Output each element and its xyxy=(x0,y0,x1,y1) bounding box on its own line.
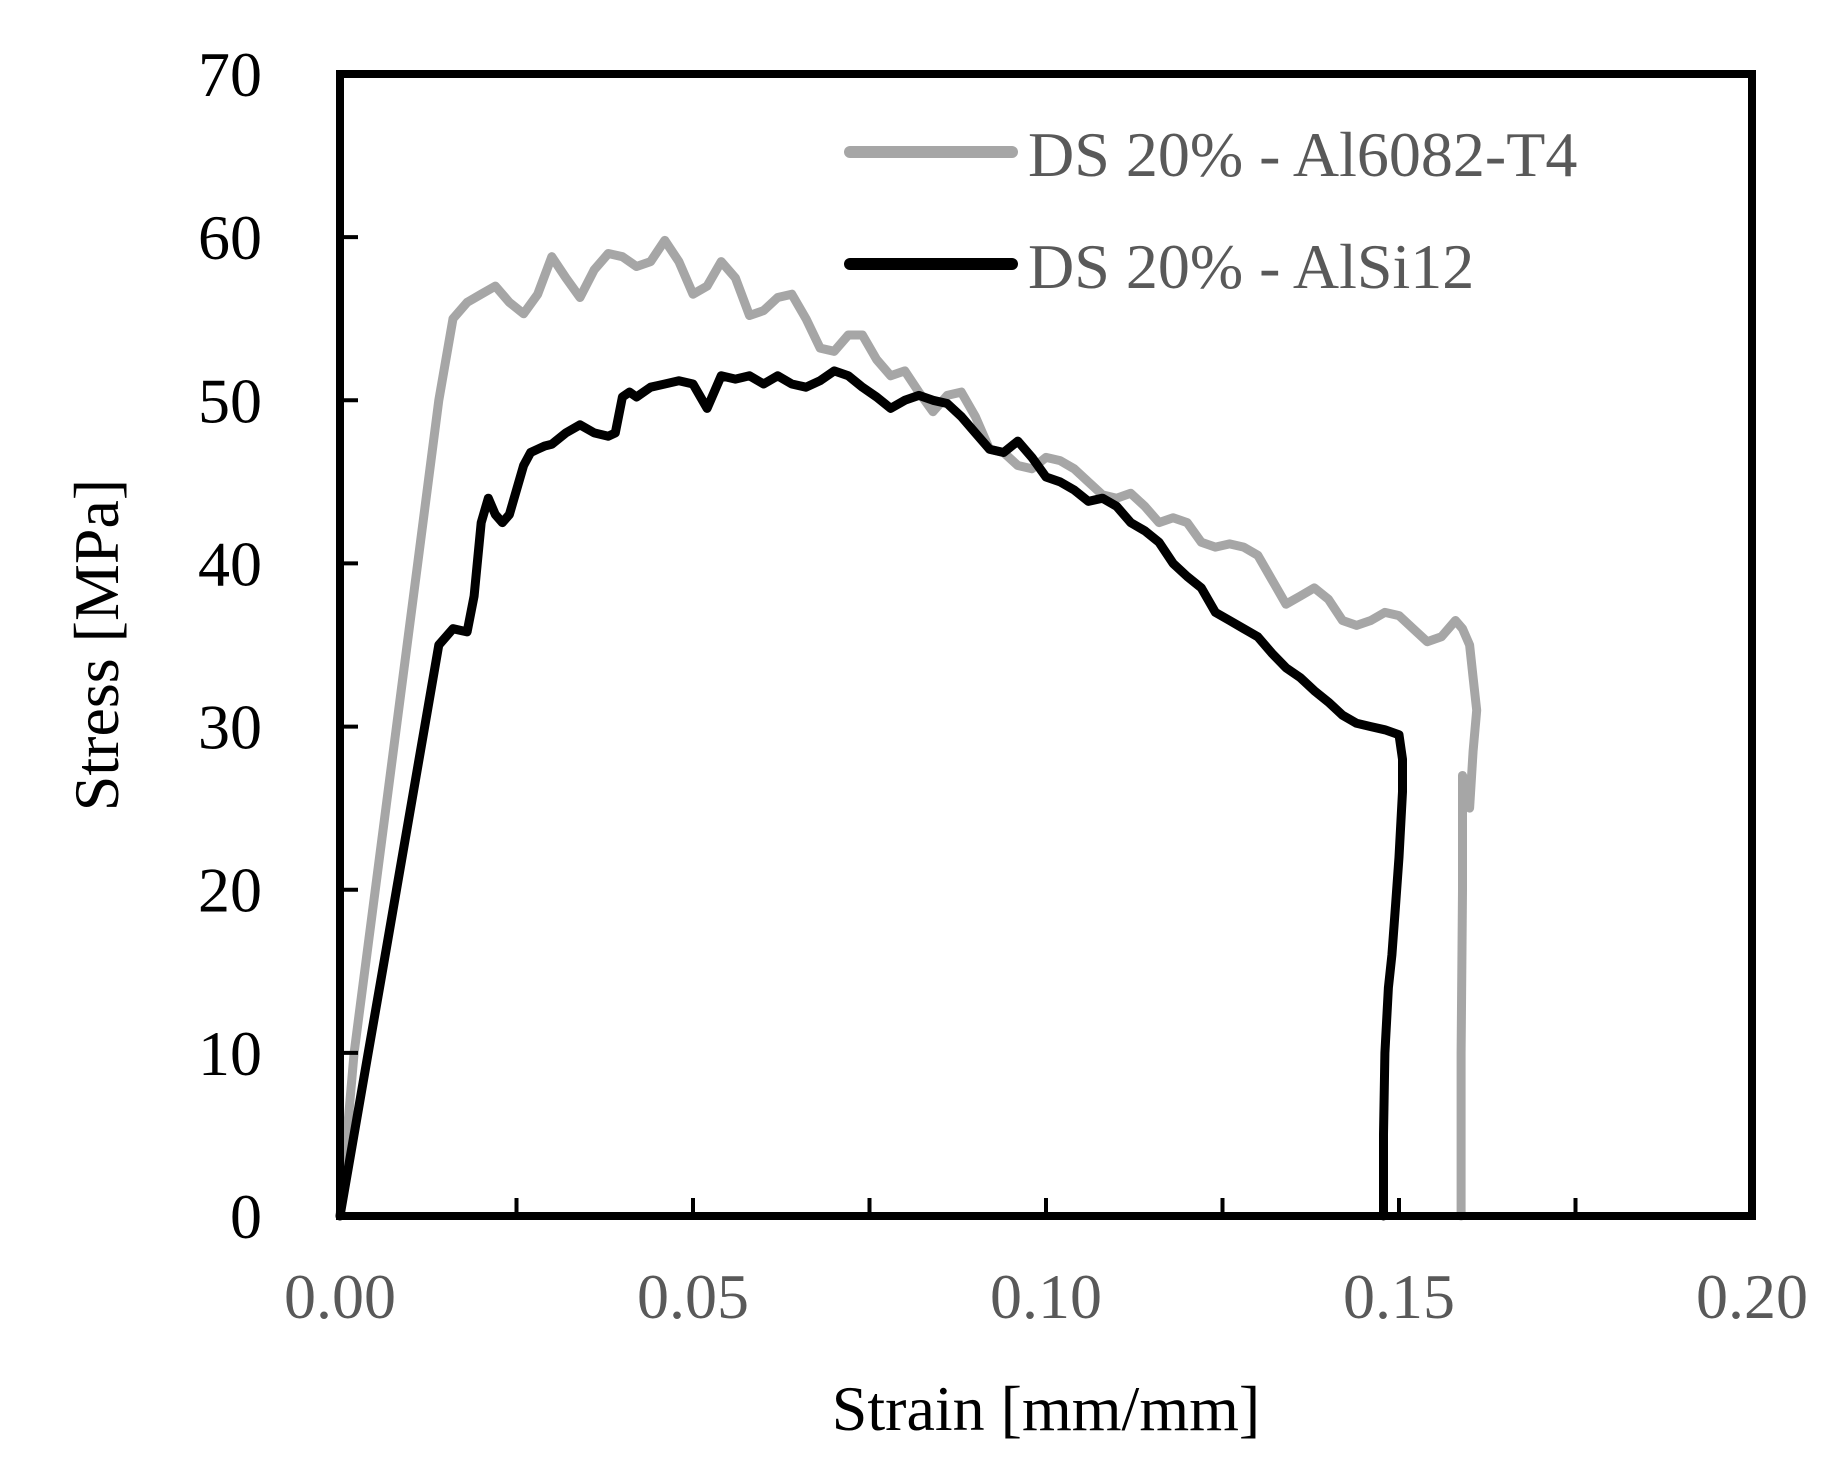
x-tick-label: 0.10 xyxy=(990,1261,1102,1332)
legend: DS 20% - Al6082-T4 DS 20% - AlSi12 xyxy=(844,119,1577,302)
x-tick-labels: 0.00 0.05 0.10 0.15 0.20 xyxy=(284,1261,1808,1332)
legend-label-1: DS 20% - Al6082-T4 xyxy=(1028,119,1577,190)
y-tick-label: 10 xyxy=(198,1018,262,1089)
series-layer xyxy=(335,235,1482,1221)
y-axis-title: Stress [MPa] xyxy=(61,479,132,811)
y-tick-label: 70 xyxy=(198,39,262,110)
y-tick-label: 40 xyxy=(198,528,262,599)
x-axis-title: Strain [mm/mm] xyxy=(832,1373,1260,1444)
x-tick-marks xyxy=(340,235,1578,1216)
series-line-2 xyxy=(335,366,1407,1221)
legend-label-2: DS 20% - AlSi12 xyxy=(1028,231,1474,302)
y-tick-label: 30 xyxy=(198,692,262,763)
y-tick-labels: 0 10 20 30 40 50 60 70 xyxy=(198,39,262,1252)
y-tick-label: 0 xyxy=(230,1181,262,1252)
x-tick-label: 0.00 xyxy=(284,1261,396,1332)
x-tick-label: 0.15 xyxy=(1343,1261,1455,1332)
y-tick-label: 20 xyxy=(198,855,262,926)
y-tick-label: 60 xyxy=(198,202,262,273)
x-tick-label: 0.05 xyxy=(637,1261,749,1332)
x-tick-label: 0.20 xyxy=(1696,1261,1808,1332)
y-tick-label: 50 xyxy=(198,365,262,436)
